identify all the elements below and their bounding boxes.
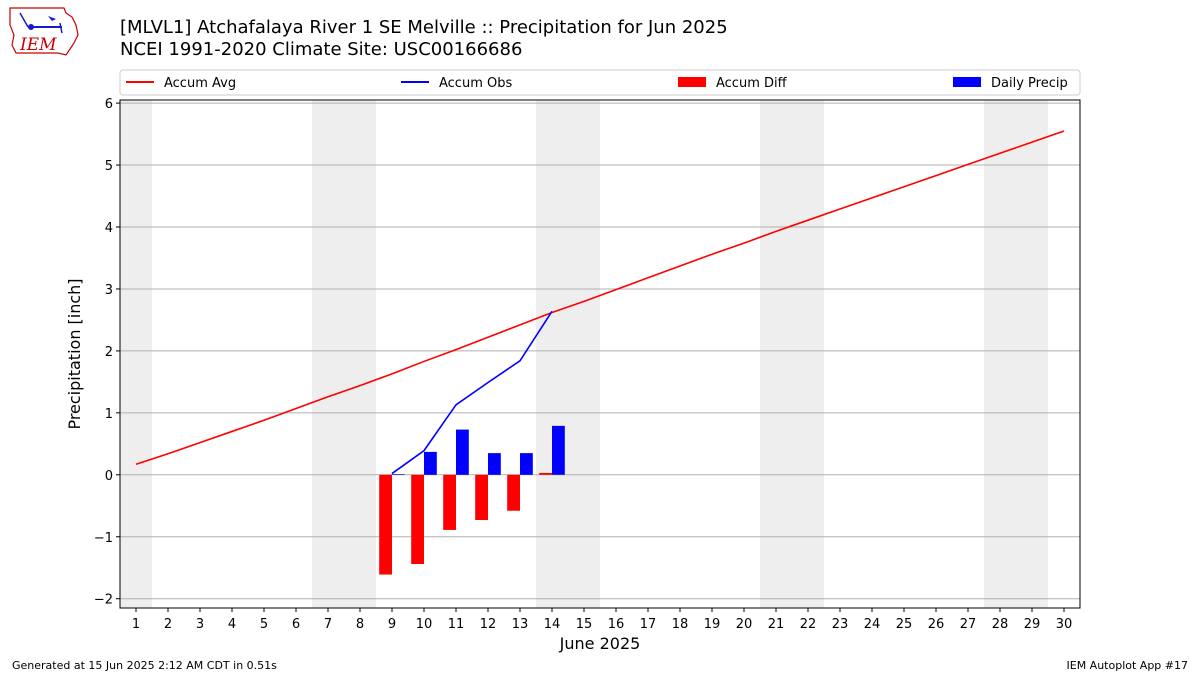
weekend-band bbox=[536, 100, 600, 608]
y-tick-label: 5 bbox=[105, 159, 113, 174]
daily-precip-bar bbox=[520, 453, 533, 475]
accum-diff-bar bbox=[379, 474, 392, 575]
chart-subtitle: NCEI 1991-2020 Climate Site: USC00166686 bbox=[120, 39, 523, 60]
daily-precip-bar bbox=[456, 429, 469, 475]
x-tick-label: 13 bbox=[512, 617, 529, 632]
y-tick-label: 0 bbox=[105, 469, 113, 484]
weekend-band bbox=[312, 100, 376, 608]
legend-label: Accum Obs bbox=[439, 76, 512, 91]
legend-label: Accum Avg bbox=[164, 76, 236, 91]
x-tick-label: 8 bbox=[356, 617, 364, 632]
plot-frame bbox=[119, 99, 1081, 609]
daily-precip-bar bbox=[552, 425, 565, 475]
y-tick-label: 4 bbox=[105, 221, 113, 236]
footer-generated: Generated at 15 Jun 2025 2:12 AM CDT in … bbox=[12, 659, 277, 672]
x-tick-label: 18 bbox=[672, 617, 689, 632]
accum-diff-bar bbox=[411, 474, 424, 565]
iem-logo: IEM bbox=[9, 7, 79, 56]
daily-precip-bar bbox=[424, 451, 437, 475]
x-tick-label: 14 bbox=[544, 617, 561, 632]
y-tick-label: 3 bbox=[105, 283, 113, 298]
chart-title: [MLVL1] Atchafalaya River 1 SE Melville … bbox=[120, 17, 728, 38]
x-tick-label: 23 bbox=[832, 617, 849, 632]
x-tick-label: 4 bbox=[228, 617, 236, 632]
x-tick-label: 10 bbox=[416, 617, 433, 632]
x-tick-label: 22 bbox=[800, 617, 817, 632]
accum-diff-bar bbox=[443, 474, 456, 530]
daily-precip-bar bbox=[488, 453, 501, 475]
weekend-band bbox=[120, 100, 152, 608]
chart-legend: Accum Avg Accum Obs Accum Diff Daily Precip bbox=[119, 69, 1081, 96]
y-tick-label: −1 bbox=[94, 531, 113, 546]
legend-swatch bbox=[953, 77, 981, 87]
x-axis-label: June 2025 bbox=[559, 634, 641, 653]
y-tick-label: 2 bbox=[105, 345, 113, 360]
accum-obs-line bbox=[391, 310, 553, 475]
x-tick-label: 5 bbox=[260, 617, 268, 632]
weekend-band bbox=[760, 100, 824, 608]
logo-text: IEM bbox=[19, 35, 57, 55]
accum-diff-bar bbox=[539, 472, 552, 475]
y-tick-label: −2 bbox=[94, 593, 113, 608]
x-tick-label: 12 bbox=[480, 617, 497, 632]
x-tick-label: 29 bbox=[1024, 617, 1041, 632]
legend-label: Accum Diff bbox=[716, 76, 788, 91]
y-tick-label: 1 bbox=[105, 407, 113, 422]
accum-diff-bar bbox=[507, 474, 520, 511]
x-tick-label: 2 bbox=[164, 617, 172, 632]
accum-avg-line bbox=[135, 130, 1065, 466]
x-tick-label: 17 bbox=[640, 617, 657, 632]
x-tick-label: 15 bbox=[576, 617, 593, 632]
y-tick-label: 6 bbox=[105, 97, 113, 112]
footer-app-id: IEM Autoplot App #17 bbox=[1066, 659, 1189, 672]
x-tick-label: 1 bbox=[132, 617, 140, 632]
x-tick-label: 30 bbox=[1056, 617, 1073, 632]
y-axis-label: Precipitation [inch] bbox=[65, 278, 84, 429]
x-tick-label: 28 bbox=[992, 617, 1009, 632]
x-tick-label: 24 bbox=[864, 617, 881, 632]
x-tick-label: 20 bbox=[736, 617, 753, 632]
x-tick-label: 6 bbox=[292, 617, 300, 632]
weekend-band bbox=[984, 100, 1048, 608]
x-tick-label: 25 bbox=[896, 617, 913, 632]
legend-box bbox=[119, 69, 1081, 96]
x-tick-label: 27 bbox=[960, 617, 977, 632]
x-tick-label: 26 bbox=[928, 617, 945, 632]
x-tick-label: 21 bbox=[768, 617, 785, 632]
x-tick-label: 19 bbox=[704, 617, 721, 632]
x-tick-label: 3 bbox=[196, 617, 204, 632]
daily-precip-bar bbox=[392, 474, 405, 475]
x-tick-label: 9 bbox=[388, 617, 396, 632]
accum-diff-bar bbox=[475, 474, 488, 521]
x-tick-label: 16 bbox=[608, 617, 625, 632]
x-tick-label: 7 bbox=[324, 617, 332, 632]
x-tick-label: 11 bbox=[448, 617, 465, 632]
legend-swatch bbox=[678, 77, 706, 87]
legend-label: Daily Precip bbox=[991, 76, 1068, 91]
